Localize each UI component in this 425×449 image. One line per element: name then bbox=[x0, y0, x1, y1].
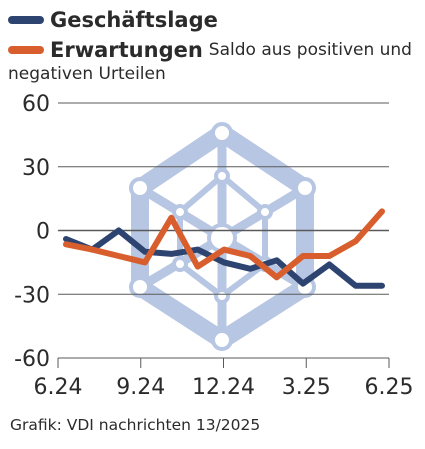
watermark-node bbox=[129, 177, 151, 199]
watermark-node bbox=[172, 204, 188, 220]
watermark-node bbox=[294, 177, 316, 199]
watermark-node bbox=[172, 256, 188, 272]
legend-item-geschaeftslage: Geschäftslage bbox=[8, 8, 218, 32]
series-line-erwartungen bbox=[63, 208, 385, 281]
x-tick-labels: 6.24 9.24 12.24 3.25 6.25 bbox=[34, 375, 414, 400]
legend-label-geschaeftslage: Geschäftslage bbox=[50, 8, 218, 32]
x-ticks bbox=[57, 358, 390, 368]
watermark-node bbox=[207, 223, 237, 253]
source-credit: Grafik: VDI nachrichten 13/2025 bbox=[10, 416, 261, 434]
watermark-node bbox=[214, 288, 230, 304]
x-tick-label: 9.24 bbox=[116, 375, 165, 400]
chart-note-line1: Saldo aus positiven und bbox=[208, 40, 412, 60]
watermark-node bbox=[129, 276, 151, 298]
legend-swatch-geschaeftslage bbox=[8, 16, 44, 24]
legend-label-erwartungen: Erwartungen bbox=[50, 38, 203, 62]
y-tick-labels: 60 30 0 -30 -60 bbox=[14, 92, 50, 372]
watermark-node bbox=[211, 122, 233, 144]
x-tick-label: 3.25 bbox=[282, 375, 331, 400]
series-lines bbox=[63, 208, 385, 289]
watermark-node bbox=[214, 168, 230, 184]
y-tick-label: 0 bbox=[36, 220, 50, 245]
y-tick-label: 60 bbox=[22, 92, 50, 117]
y-tick-label: -60 bbox=[14, 347, 50, 372]
y-tick-label: 30 bbox=[22, 156, 50, 181]
y-tick-label: -30 bbox=[14, 283, 50, 308]
x-tick-label: 6.24 bbox=[34, 375, 83, 400]
chart-note-line2: negativen Urteilen bbox=[8, 64, 166, 84]
legend-item-erwartungen: Erwartungen Saldo aus positiven und bbox=[8, 38, 412, 62]
x-tick-label: 6.25 bbox=[365, 375, 414, 400]
legend-swatch-erwartungen bbox=[8, 46, 44, 54]
series-line-geschaeftslage bbox=[63, 227, 385, 289]
watermark-node bbox=[257, 204, 273, 220]
x-tick-label: 12.24 bbox=[192, 375, 255, 400]
watermark-node bbox=[211, 329, 233, 351]
